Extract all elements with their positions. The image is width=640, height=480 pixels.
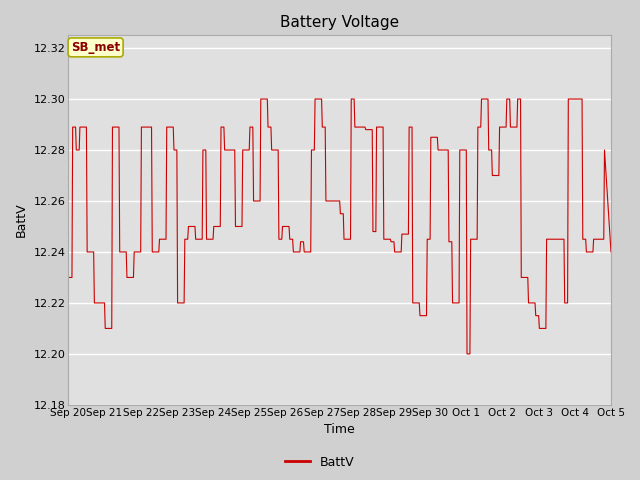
Legend: BattV: BattV xyxy=(280,451,360,474)
Y-axis label: BattV: BattV xyxy=(15,203,28,238)
Text: SB_met: SB_met xyxy=(71,41,120,54)
X-axis label: Time: Time xyxy=(324,423,355,436)
Title: Battery Voltage: Battery Voltage xyxy=(280,15,399,30)
